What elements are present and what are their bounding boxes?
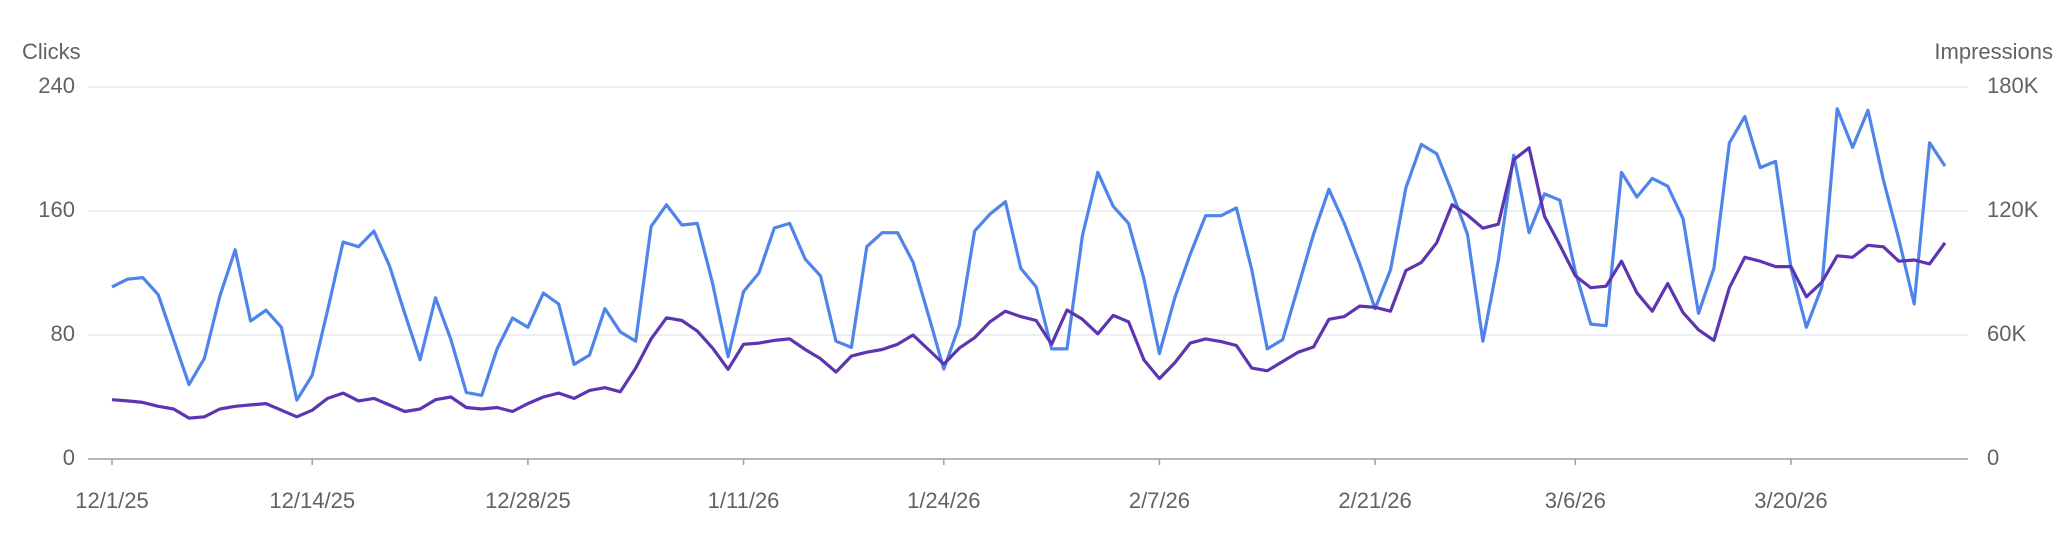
y-tick-label: 80 <box>51 321 75 346</box>
y2-tick-label: 120K <box>1987 197 2039 222</box>
x-tick-label: 2/21/26 <box>1338 488 1411 513</box>
y-tick-label: 160 <box>38 197 75 222</box>
x-tick-label: 3/20/26 <box>1754 488 1827 513</box>
x-tick-label: 2/7/26 <box>1129 488 1190 513</box>
x-tick-label: 12/14/25 <box>269 488 355 513</box>
y-tick-label: 240 <box>38 73 75 98</box>
x-tick-label: 12/28/25 <box>485 488 571 513</box>
x-tick-label: 1/24/26 <box>907 488 980 513</box>
y2-axis-title: Impressions <box>1934 39 2053 64</box>
x-tick-label: 3/6/26 <box>1545 488 1606 513</box>
x-tick-label: 1/11/26 <box>708 488 780 513</box>
y2-tick-label: 60K <box>1987 321 2026 346</box>
y2-tick-label: 0 <box>1987 445 1999 470</box>
series-line <box>111 146 1947 420</box>
series-line <box>111 107 1947 402</box>
x-tick-label: 12/1/25 <box>75 488 148 513</box>
y2-tick-label: 180K <box>1987 73 2039 98</box>
y-tick-label: 0 <box>63 445 75 470</box>
y-axis-title: Clicks <box>22 39 81 64</box>
